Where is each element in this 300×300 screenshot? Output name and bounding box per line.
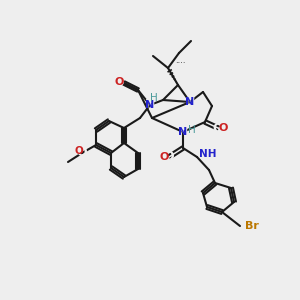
Text: O: O xyxy=(114,77,124,87)
Text: O: O xyxy=(213,122,223,134)
Text: N: N xyxy=(185,97,195,107)
Text: N: N xyxy=(185,95,195,109)
Text: Br: Br xyxy=(245,221,259,231)
Text: O: O xyxy=(75,146,83,156)
Text: O: O xyxy=(114,76,124,88)
Text: H: H xyxy=(150,93,158,103)
Text: O: O xyxy=(164,151,174,164)
Text: N: N xyxy=(146,100,154,110)
Text: O: O xyxy=(218,123,228,133)
Text: N: N xyxy=(178,125,188,139)
Text: H: H xyxy=(188,125,196,135)
Text: ····: ···· xyxy=(175,59,185,68)
Text: NH: NH xyxy=(199,149,217,159)
Text: N: N xyxy=(178,127,188,137)
Text: O: O xyxy=(77,146,87,160)
Text: N: N xyxy=(145,98,155,112)
Text: O: O xyxy=(159,152,169,162)
